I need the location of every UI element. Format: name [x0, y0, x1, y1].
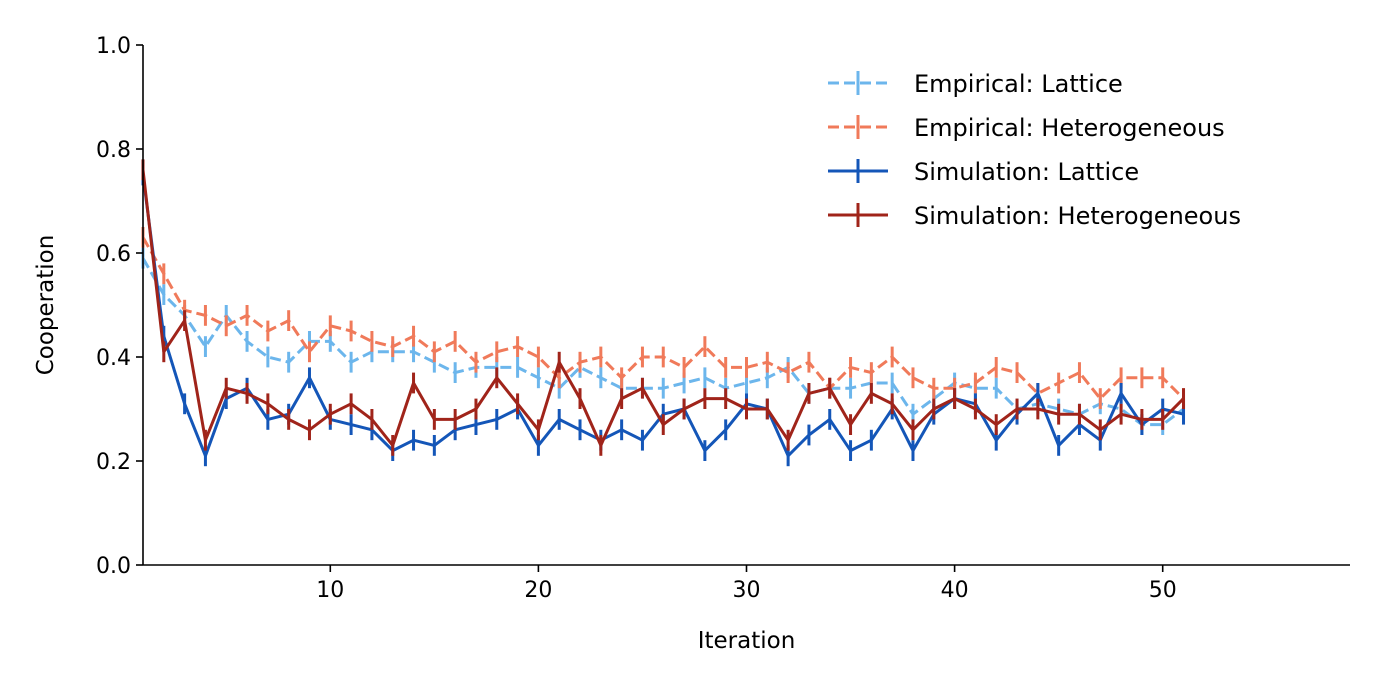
series-simulation-heterogeneous — [141, 159, 1186, 456]
x-tick-label: 20 — [524, 578, 552, 603]
series-line — [141, 236, 1185, 401]
y-axis-title: Cooperation — [33, 235, 59, 376]
y-tick-label: 0.0 — [96, 554, 131, 579]
legend-label: Empirical: Heterogeneous — [914, 114, 1225, 142]
legend-label: Empirical: Lattice — [914, 70, 1123, 98]
legend-item: Simulation: Heterogeneous — [828, 202, 1241, 230]
legend-item: Empirical: Heterogeneous — [828, 114, 1225, 142]
x-tick-label: 30 — [733, 578, 761, 603]
legend-item: Empirical: Lattice — [828, 70, 1123, 98]
y-tick-label: 0.8 — [96, 138, 131, 163]
series-line — [141, 257, 1185, 427]
plot-area: 10 20 30 40 50 0.0 0.2 0.4 0.6 0.8 1.0 — [96, 34, 1350, 603]
x-tick-label: 10 — [316, 578, 344, 603]
x-tick-label: 40 — [941, 578, 969, 603]
legend: Empirical: Lattice Empirical: Heterogeneo… — [828, 70, 1241, 230]
y-tick-label: 0.2 — [96, 450, 131, 475]
y-ticks: 0.0 0.2 0.4 0.6 0.8 1.0 — [96, 34, 143, 579]
legend-item: Simulation: Lattice — [828, 158, 1139, 186]
y-tick-label: 0.6 — [96, 242, 131, 267]
series-layer — [141, 159, 1186, 467]
y-tick-label: 0.4 — [96, 346, 131, 371]
x-tick-label: 50 — [1149, 578, 1177, 603]
legend-label: Simulation: Heterogeneous — [914, 202, 1241, 230]
x-axis-title: Iteration — [698, 628, 796, 654]
x-ticks: 10 20 30 40 50 — [316, 565, 1177, 603]
y-tick-label: 1.0 — [96, 34, 131, 59]
legend-label: Simulation: Lattice — [914, 158, 1139, 186]
